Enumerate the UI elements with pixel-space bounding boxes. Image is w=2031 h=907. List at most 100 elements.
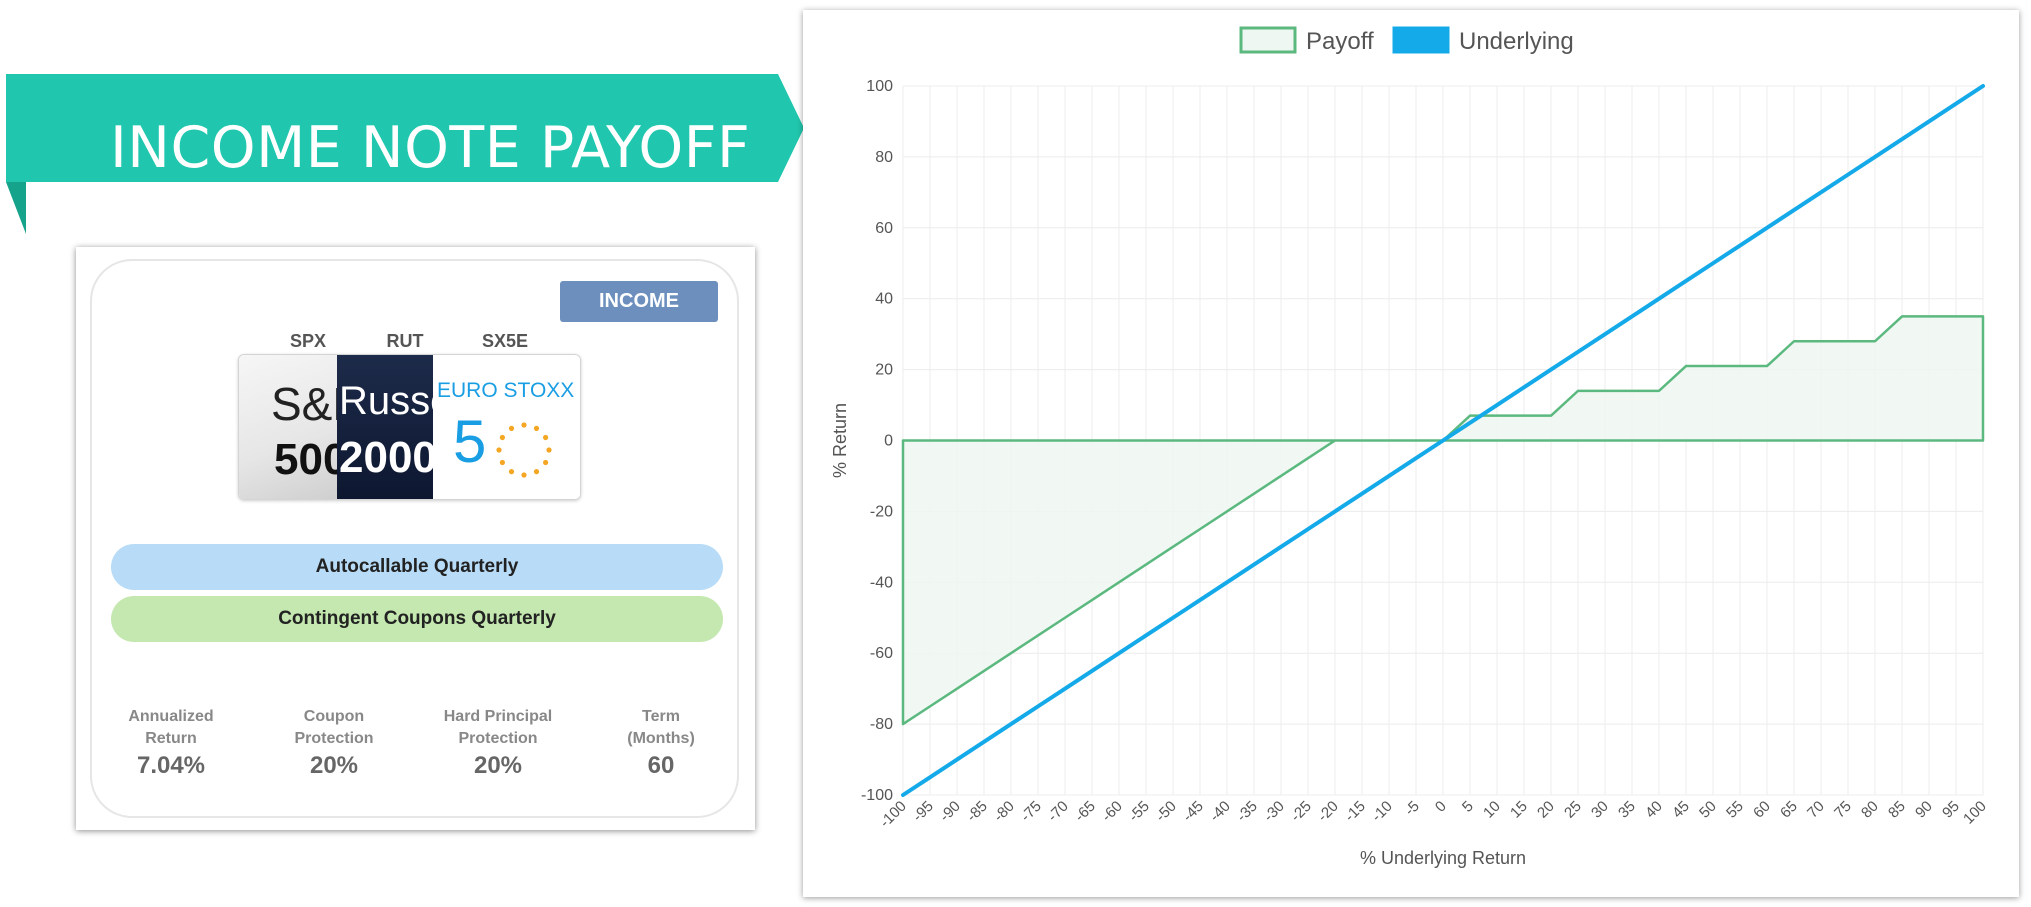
x-tick-label: -75: [1017, 798, 1044, 825]
index-logos: S&P 500 Russell 2000 EURO STOXX 5: [238, 354, 581, 500]
x-axis-title: % Underlying Return: [1360, 848, 1526, 868]
y-tick-label: -80: [870, 716, 893, 733]
x-tick-label: -70: [1044, 798, 1071, 825]
x-tick-label: -30: [1260, 798, 1287, 825]
x-tick-label: -15: [1341, 798, 1368, 825]
sp500-logo-line2: 500: [274, 435, 339, 484]
metric-coupon-protection: Coupon Protection 20%: [259, 706, 409, 780]
metric-label-line2: Protection: [458, 730, 538, 747]
x-tick-label: -40: [1206, 798, 1233, 825]
y-tick-label: 100: [866, 78, 893, 95]
title-banner: INCOME NOTE PAYOFF: [6, 74, 804, 234]
autocallable-pill: Autocallable Quarterly: [111, 544, 723, 590]
income-badge: INCOME: [560, 281, 718, 322]
metric-value: 20%: [473, 752, 523, 779]
product-card-frame: [76, 247, 755, 830]
y-tick-label: -60: [870, 645, 893, 662]
russell2000-logo: Russell 2000: [337, 355, 437, 499]
y-tick-label: -40: [870, 574, 893, 591]
underlying-line: [901, 84, 1985, 797]
metric-value: 60: [647, 752, 675, 779]
contingent-coupons-pill: Contingent Coupons Quarterly: [111, 596, 723, 642]
russell-logo-line2: 2000: [339, 433, 437, 482]
x-tick-label: 70: [1804, 798, 1828, 822]
ticker-label-sx5e: SX5E: [481, 331, 529, 351]
x-tick-label: 95: [1939, 798, 1963, 822]
x-tick-label: -45: [1179, 798, 1206, 825]
legend-label-underlying: Underlying: [1459, 28, 1574, 55]
y-tick-label: 80: [875, 149, 893, 166]
payoff-chart-frame: -100 -80 -60 -40 -20 0 20 40 60 80 100 -100 -95 -90 -8…: [803, 10, 2019, 897]
x-tick-label: -60: [1098, 798, 1125, 825]
metric-annualized-return: Annualized Return 7.04%: [96, 706, 246, 780]
x-tick-label: 40: [1642, 798, 1666, 822]
x-tick-label: -85: [963, 798, 990, 825]
y-axis-title: % Return: [830, 403, 850, 478]
eurostoxx-logo-line2: 5: [453, 408, 487, 475]
x-tick-label: 25: [1561, 798, 1585, 822]
x-tick-label: 20: [1534, 798, 1558, 822]
metric-term-months: Term (Months) 60: [586, 706, 736, 780]
product-card: [90, 259, 739, 818]
legend-label-payoff: Payoff: [1306, 28, 1374, 55]
x-tick-label: 10: [1480, 798, 1504, 822]
metric-label-line2: Protection: [294, 730, 374, 747]
x-tick-label: 0: [1432, 798, 1450, 816]
x-tick-label: 65: [1777, 798, 1801, 822]
legend-swatch-underlying: [1392, 26, 1450, 54]
x-tick-label: -50: [1152, 798, 1179, 825]
x-tick-label: -25: [1287, 798, 1314, 825]
metric-label-line1: Annualized: [128, 708, 214, 725]
payoff-area: [903, 316, 1983, 725]
metric-label-line1: Term: [642, 708, 680, 725]
eurostoxx-stars-ring-icon: [496, 422, 552, 478]
x-tick-label: 35: [1615, 798, 1639, 822]
sp500-logo: S&P 500: [239, 355, 339, 499]
x-tick-label: -35: [1233, 798, 1260, 825]
x-tick-label: -20: [1314, 798, 1341, 825]
x-tick-label: -65: [1071, 798, 1098, 825]
y-tick-label: -100: [861, 787, 893, 804]
ticker-label-rut: RUT: [386, 331, 424, 351]
metric-label-line1: Hard Principal: [443, 708, 553, 725]
legend-swatch-payoff: [1239, 26, 1297, 54]
x-tick-label: -80: [990, 798, 1017, 825]
ticker-label-spx: SPX: [289, 331, 327, 351]
x-tick-label: 55: [1723, 798, 1747, 822]
metric-hard-principal-protection: Hard Principal Protection 20%: [423, 706, 573, 780]
x-tick-label: 80: [1858, 798, 1882, 822]
x-tick-label: -55: [1125, 798, 1152, 825]
metric-label-line2: Return: [145, 730, 197, 747]
x-tick-label: 90: [1912, 798, 1936, 822]
eurostoxx50-logo: EURO STOXX 5: [433, 355, 580, 499]
y-tick-label: 20: [875, 362, 893, 379]
russell-logo-line1: Russell: [339, 379, 437, 423]
x-tick-label: -5: [1401, 798, 1422, 819]
x-tick-label: 50: [1696, 798, 1720, 822]
y-tick-label: 60: [875, 220, 893, 237]
x-tick-label: 75: [1831, 798, 1855, 822]
y-tick-label: -20: [870, 503, 893, 520]
x-tick-label: 15: [1507, 798, 1531, 822]
metric-value: 7.04%: [136, 752, 206, 779]
x-tick-label: 60: [1750, 798, 1774, 822]
x-tick-label: 45: [1669, 798, 1693, 822]
y-tick-label: 40: [875, 291, 893, 308]
banner-title: INCOME NOTE PAYOFF: [110, 115, 751, 181]
x-tick-label: 100: [1960, 798, 1990, 828]
sp500-logo-line1: S&P: [271, 378, 339, 430]
eurostoxx-logo-line1: EURO STOXX: [437, 379, 575, 402]
metric-label-line1: Coupon: [303, 708, 365, 725]
y-tick-label: 0: [884, 433, 893, 450]
payoff-line: [901, 315, 1985, 726]
x-tick-label: -10: [1368, 798, 1395, 825]
banner-ribbon-shape: [6, 74, 804, 234]
x-tick-label: 30: [1588, 798, 1612, 822]
metric-label-line2: (Months): [627, 730, 695, 747]
x-tick-label: -95: [909, 798, 936, 825]
metric-value: 20%: [309, 752, 359, 779]
x-tick-label: 85: [1885, 798, 1909, 822]
x-tick-label: 5: [1459, 798, 1477, 816]
x-tick-label: -90: [936, 798, 963, 825]
